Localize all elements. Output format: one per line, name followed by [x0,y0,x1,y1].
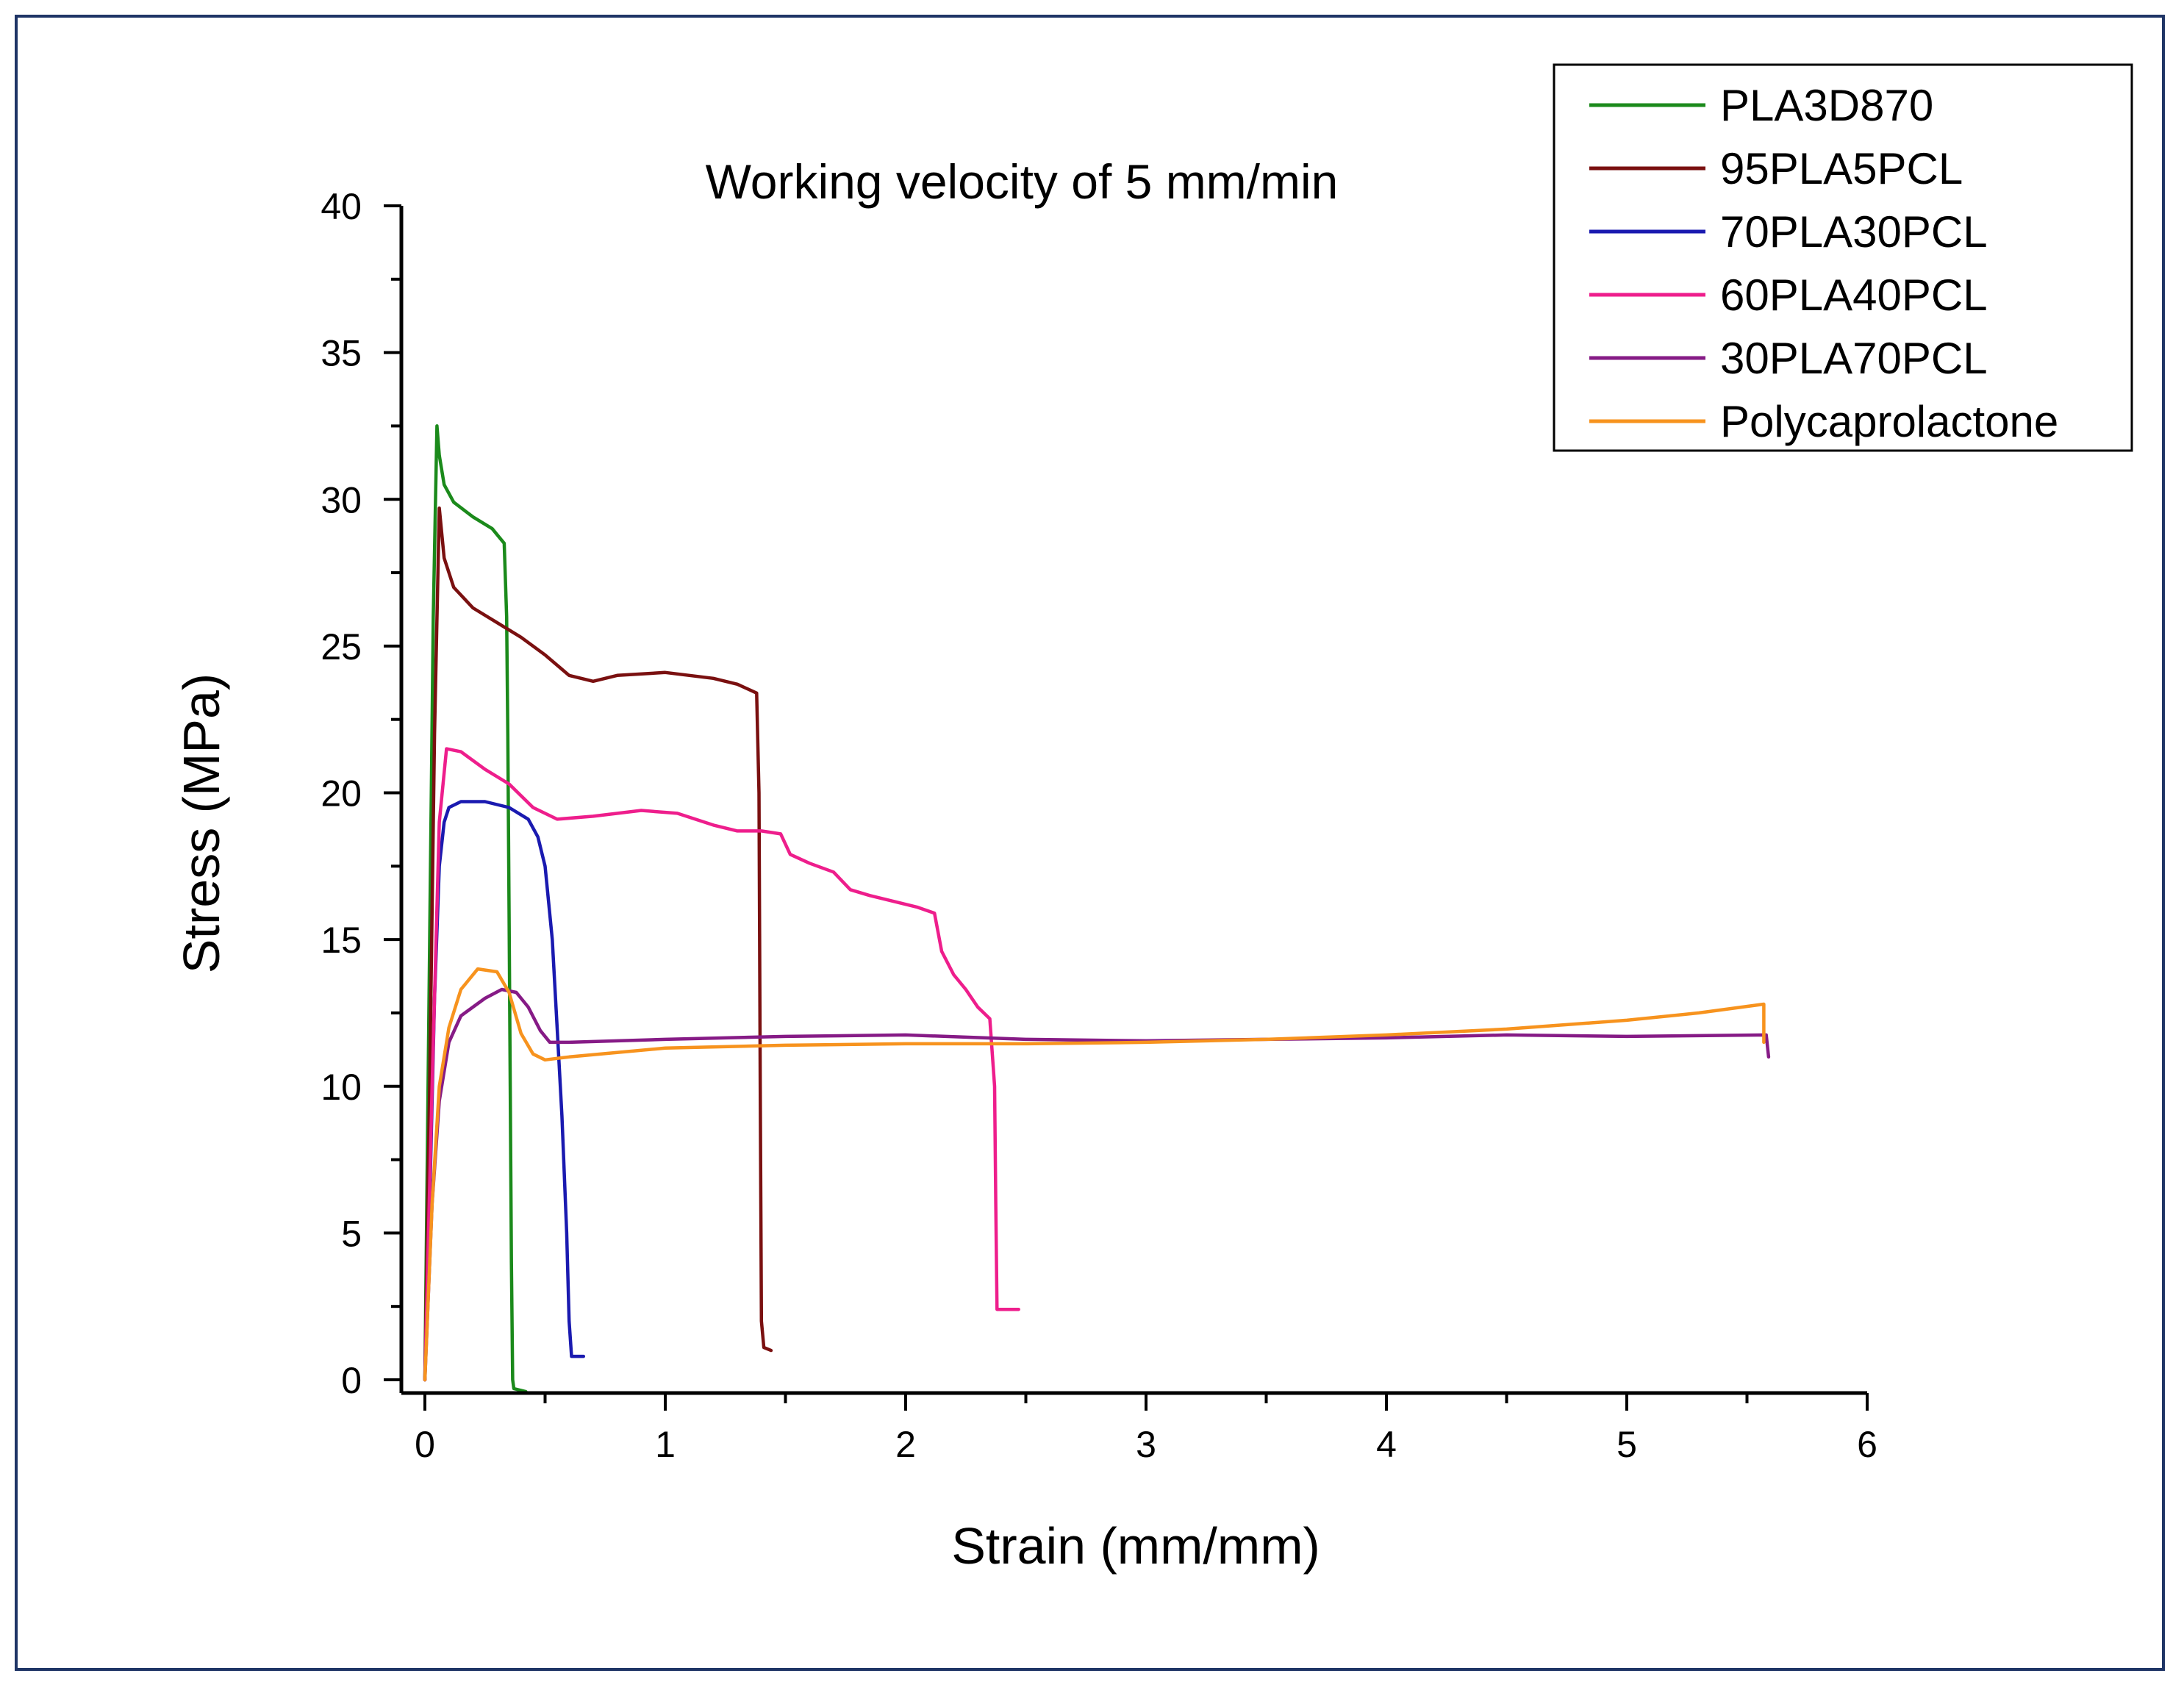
y-tick-label: 30 [321,479,362,520]
chart-title: Working velocity of 5 mm/min [706,154,1339,209]
y-axis-title: Stress (MPa) [173,673,230,973]
legend-label-70pla30pcl: 70PLA30PCL [1720,207,1988,257]
series-line-70pla30pcl [423,800,586,1382]
y-tick-label: 35 [321,333,362,374]
figure-frame [15,15,2165,1671]
y-tick-label: 5 [341,1213,362,1254]
x-tick-label: 6 [1857,1424,1877,1465]
legend-box [1553,63,2133,452]
y-tick-label: 20 [321,773,362,814]
series-line-pla3d870 [423,424,528,1394]
series-line-30pla70pcl [423,987,1771,1382]
legend-label-30pla70pcl: 30PLA70PCL [1720,334,1988,383]
legend-label-pla3d870: PLA3D870 [1720,81,1933,130]
y-tick-label: 25 [321,626,362,667]
series-line-polycaprolactone [423,967,1766,1382]
plot-area [423,424,1771,1394]
y-tick-label: 10 [321,1067,362,1108]
legend-label-polycaprolactone: Polycaprolactone [1720,397,2058,446]
series-line-60pla40pcl [423,747,1020,1382]
x-tick-label: 0 [415,1424,435,1465]
legend-label-60pla40pcl: 60PLA40PCL [1720,271,1988,320]
x-tick-label: 5 [1616,1424,1637,1465]
x-tick-label: 3 [1136,1424,1156,1465]
x-tick-label: 4 [1376,1424,1397,1465]
axes: 0 5 10 15 20 25 30 35 40 0 1 2 3 4 5 6 [321,186,1877,1465]
y-tick-label: 0 [341,1360,362,1401]
y-tick-label: 40 [321,186,362,227]
x-axis-title: Strain (mm/mm) [951,1517,1320,1575]
y-tick-label: 15 [321,920,362,961]
x-tick-label: 2 [895,1424,916,1465]
legend-label-95pla5pcl: 95PLA5PCL [1720,144,1963,193]
series-line-95pla5pcl [423,506,773,1382]
legend: PLA3D870 95PLA5PCL 70PLA30PCL 60PLA40PCL 30P… [1553,63,2133,452]
x-tick-label: 1 [655,1424,676,1465]
